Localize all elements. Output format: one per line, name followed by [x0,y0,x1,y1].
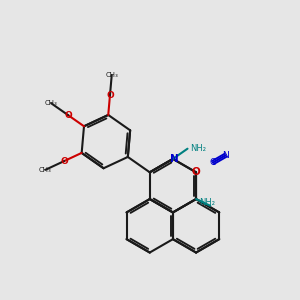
Text: N: N [170,154,179,164]
Text: O: O [60,157,68,166]
Text: O: O [106,91,114,100]
Text: CH₃: CH₃ [45,100,58,106]
Text: O: O [64,111,72,120]
Text: NH₂: NH₂ [199,198,215,207]
Text: C: C [210,158,216,167]
Text: CH₃: CH₃ [39,167,52,173]
Text: O: O [192,167,200,177]
Text: NH₂: NH₂ [190,144,206,153]
Text: N: N [222,151,229,160]
Text: CH₃: CH₃ [105,72,118,78]
